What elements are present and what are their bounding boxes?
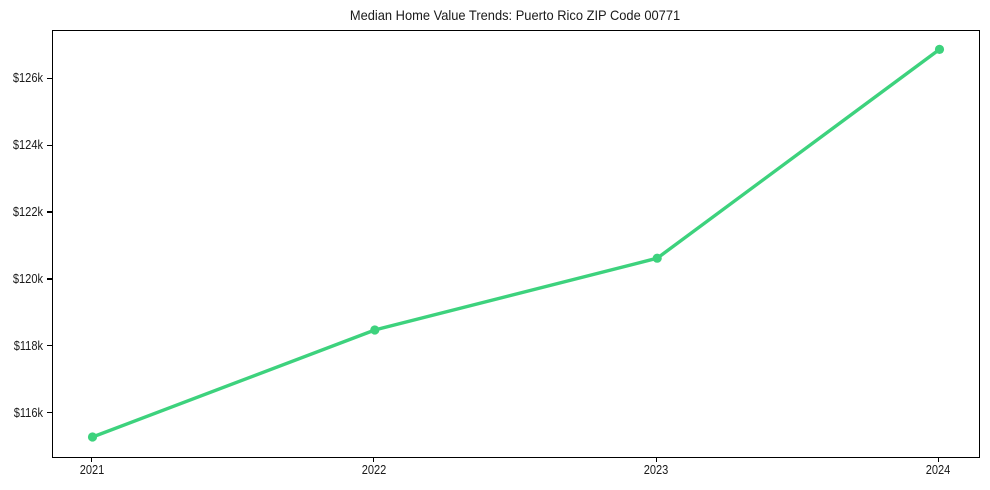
y-tick-mark bbox=[47, 144, 52, 146]
y-tick-mark bbox=[47, 345, 52, 347]
plot-area bbox=[52, 30, 980, 458]
x-tick-mark bbox=[373, 457, 375, 462]
x-tick-mark bbox=[90, 457, 93, 462]
x-tick-label: 2023 bbox=[643, 462, 669, 477]
x-tick-label: 2022 bbox=[361, 462, 387, 477]
y-tick-label: $124k bbox=[12, 137, 43, 153]
trend-line bbox=[90, 47, 942, 439]
y-tick-label: $116k bbox=[13, 404, 43, 420]
y-tick-mark bbox=[47, 77, 52, 80]
data-point bbox=[652, 253, 662, 263]
x-tick-mark bbox=[655, 457, 657, 462]
y-tick-label: $126k bbox=[12, 70, 43, 86]
x-tick-label: 2021 bbox=[79, 462, 104, 477]
data-point bbox=[934, 44, 945, 54]
y-tick-label: $118k bbox=[13, 337, 43, 353]
x-tick-label: 2024 bbox=[926, 462, 951, 477]
y-tick-label: $122k bbox=[12, 204, 43, 220]
x-tick-mark bbox=[937, 457, 940, 462]
y-tick-mark bbox=[47, 211, 52, 213]
data-point bbox=[87, 432, 98, 442]
y-tick-label: $120k bbox=[12, 270, 43, 286]
y-tick-mark bbox=[47, 411, 52, 414]
line-chart-canvas bbox=[87, 44, 945, 442]
chart-title: Median Home Value Trends: Puerto Rico ZI… bbox=[349, 7, 681, 23]
data-point bbox=[370, 325, 380, 335]
y-tick-mark bbox=[47, 278, 52, 280]
